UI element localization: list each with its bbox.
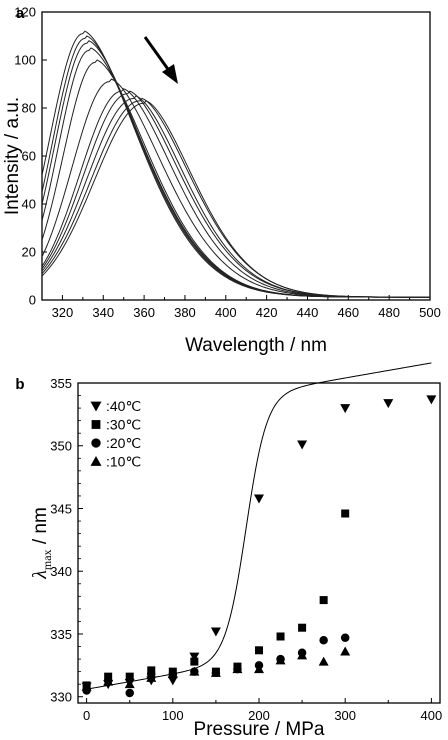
- y-tick-label-b: 330: [50, 690, 72, 705]
- data-point-triangle-up: [189, 666, 200, 676]
- y-tick-label-b: 340: [50, 564, 72, 579]
- y-tick-label-b: 335: [50, 627, 72, 642]
- x-tick-label-b: 200: [248, 708, 270, 723]
- data-point-triangle-up: [81, 681, 92, 691]
- spectrum-line: [42, 78, 430, 298]
- data-point-square: [125, 672, 134, 681]
- data-point-triangle-down: [426, 395, 437, 405]
- x-tick-label-a: 420: [256, 305, 278, 320]
- spectrum-line: [42, 30, 430, 298]
- y-axis-label-subscript: max: [40, 549, 54, 570]
- spectrum-line: [42, 100, 430, 298]
- x-tick-label-a: 380: [174, 305, 196, 320]
- legend-label: :20℃: [106, 435, 141, 451]
- data-point-triangle-up: [318, 656, 329, 666]
- data-point-triangle-down: [297, 440, 308, 450]
- data-point-triangle-up: [232, 664, 243, 674]
- data-point-triangle-down: [167, 676, 178, 686]
- x-tick-label-a: 340: [92, 305, 114, 320]
- x-tick-label-b: 400: [421, 708, 443, 723]
- data-point-triangle-down: [210, 627, 221, 637]
- legend-marker-triangle-down: [90, 401, 102, 412]
- panel-label-b: b: [15, 376, 24, 393]
- arrow-shaft: [143, 36, 172, 73]
- y-axis-label-symbol: λ: [29, 570, 51, 580]
- y-axis-label-unit: / nm: [30, 507, 51, 549]
- y-tick-label-a: 0: [29, 293, 36, 308]
- panel-label-a: a: [16, 5, 25, 22]
- data-point-triangle-up: [167, 669, 178, 679]
- legend-marker-square: [91, 420, 101, 429]
- data-point-triangle-down: [383, 399, 394, 409]
- y-tick-label-a: 120: [14, 5, 36, 20]
- data-point-square: [341, 509, 350, 518]
- data-point-triangle-up: [103, 676, 114, 686]
- spectrum-line: [42, 90, 430, 298]
- legend-marker-triangle-up: [90, 456, 102, 466]
- y-tick-label-b: 355: [50, 376, 72, 391]
- data-point-square: [255, 646, 263, 655]
- legend-marker-circle: [91, 438, 101, 448]
- x-tick-label-a: 440: [297, 305, 319, 320]
- y-tick-label-a: 100: [14, 53, 36, 68]
- y-axis-label-b: λmax / nm: [29, 507, 54, 580]
- x-tick-label-b: 300: [334, 708, 356, 723]
- y-tick-label-b: 345: [50, 501, 72, 516]
- fit-curve-40C: [86, 362, 432, 690]
- y-tick-label-a: 40: [22, 197, 36, 212]
- data-point-square: [298, 623, 307, 632]
- data-point-square: [276, 632, 285, 641]
- data-point-triangle-up: [254, 664, 264, 674]
- legend-label: :40℃: [106, 398, 141, 414]
- y-tick-label-b: 350: [50, 439, 72, 454]
- data-point-triangle-down: [189, 652, 200, 662]
- x-tick-label-b: 100: [162, 708, 184, 723]
- data-point-triangle-up: [210, 667, 221, 677]
- data-point-triangle-down: [340, 404, 351, 414]
- y-axis-label-text-b: λmax / nm: [29, 507, 54, 580]
- arrow-head: [162, 64, 178, 84]
- data-point-triangle-up: [124, 679, 135, 689]
- data-point-triangle-up: [146, 672, 157, 682]
- legend-label: :10℃: [106, 454, 141, 470]
- spectrum-line: [42, 88, 430, 298]
- data-point-triangle-up: [297, 650, 308, 660]
- data-point-circle: [125, 688, 134, 698]
- x-tick-label-a: 400: [215, 305, 237, 320]
- legend-label: :30℃: [106, 417, 141, 433]
- y-tick-label-a: 80: [22, 101, 36, 116]
- y-tick-label-a: 20: [22, 245, 36, 260]
- x-axis-label-a: Wavelength / nm: [185, 335, 327, 356]
- data-point-circle: [319, 636, 328, 645]
- data-point-square: [190, 657, 199, 666]
- data-point-square: [319, 596, 328, 605]
- data-point-triangle-up: [275, 655, 286, 665]
- data-point-triangle-up: [340, 646, 351, 656]
- x-tick-label-a: 480: [378, 305, 400, 320]
- y-tick-label-a: 60: [22, 149, 36, 164]
- y-axis-label-a: Intensity / a.u.: [2, 97, 23, 215]
- data-point-circle: [340, 633, 350, 642]
- x-tick-label-b: 0: [83, 708, 90, 723]
- x-axis-label-b: Pressure / MPa: [194, 719, 325, 740]
- data-point-triangle-down: [254, 494, 264, 504]
- x-tick-label-a: 500: [419, 305, 441, 320]
- x-tick-label-a: 360: [133, 305, 155, 320]
- x-tick-label-a: 320: [52, 305, 74, 320]
- x-tick-label-a: 460: [337, 305, 359, 320]
